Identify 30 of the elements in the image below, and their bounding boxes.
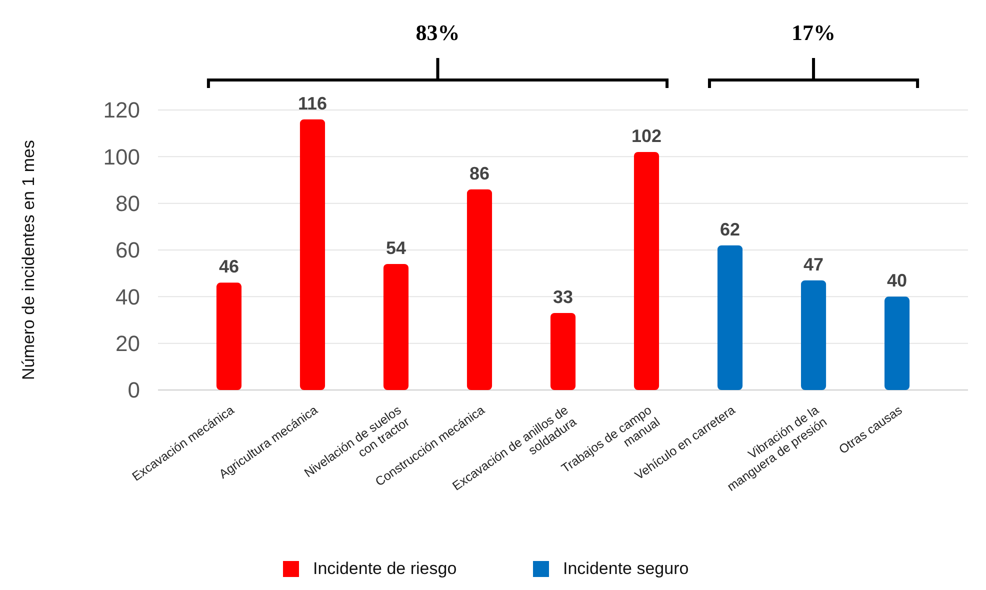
data-label: 86 — [469, 163, 490, 184]
data-label: 54 — [386, 238, 406, 258]
bar — [550, 313, 576, 390]
bar — [800, 280, 826, 390]
bar — [717, 245, 743, 390]
bar — [634, 152, 660, 390]
bar — [383, 264, 409, 390]
y-tick-label: 0 — [128, 378, 140, 403]
legend-label: Incidente de riesgo — [313, 559, 457, 578]
y-tick-label: 100 — [103, 144, 140, 170]
y-tick-label: 20 — [116, 331, 140, 356]
text: 17% — [792, 20, 836, 45]
legend-label: Incidente seguro — [563, 559, 689, 578]
data-label: 62 — [720, 219, 740, 240]
data-label: 40 — [887, 270, 908, 291]
bar — [884, 296, 910, 390]
y-tick-label: 120 — [103, 98, 140, 123]
data-label: 102 — [631, 126, 662, 146]
data-label: 33 — [552, 287, 574, 307]
y-tick-label: 40 — [116, 284, 140, 310]
bar — [466, 189, 492, 390]
data-label: 47 — [804, 254, 824, 274]
y-axis-title: Número de incidentes en 1 mes — [19, 140, 38, 380]
y-tick-label: 80 — [116, 191, 140, 216]
data-label: 116 — [298, 93, 328, 114]
data-label: 46 — [218, 256, 239, 277]
text: 83% — [416, 20, 460, 45]
y-tick-label: 60 — [116, 238, 140, 263]
bar — [300, 119, 326, 390]
bar — [216, 282, 242, 390]
